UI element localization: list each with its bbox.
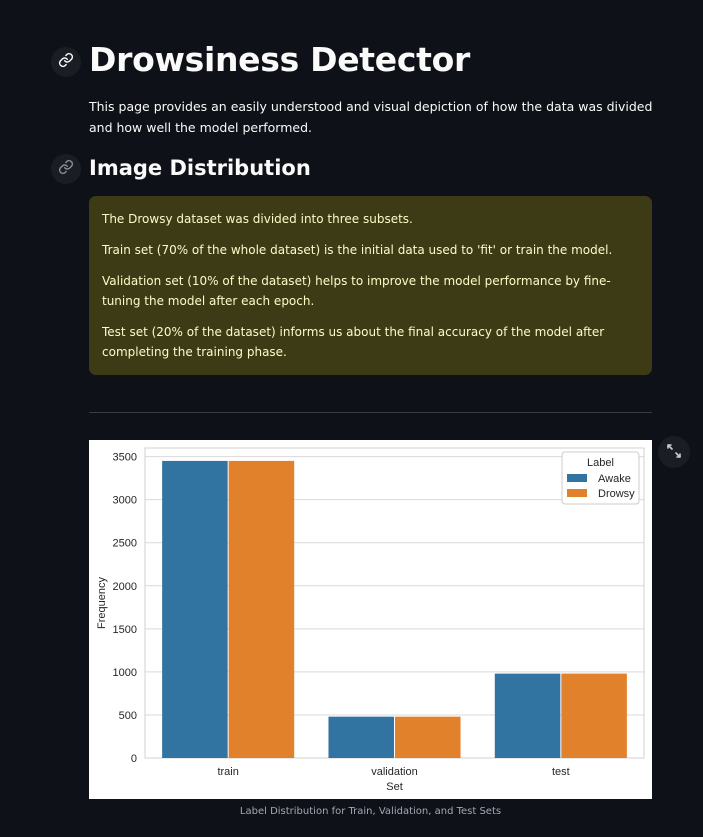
x-tick-label: test <box>552 766 570 778</box>
legend-label: Awake <box>598 473 631 485</box>
bar-drowsy-test <box>561 673 627 758</box>
bar-awake-train <box>162 460 228 758</box>
callout-paragraph: Test set (20% of the dataset) informs us… <box>102 325 605 359</box>
y-tick-label: 0 <box>131 753 137 765</box>
fullscreen-expand-icon <box>667 443 681 462</box>
bar-awake-test <box>494 673 561 758</box>
y-axis-label: Frequency <box>96 577 108 629</box>
legend-swatch-awake <box>567 474 587 482</box>
bar-awake-validation <box>328 716 394 758</box>
callout-paragraph: Train set (70% of the whole dataset) is … <box>102 243 613 257</box>
y-tick-label: 2500 <box>113 538 137 550</box>
y-tick-label: 500 <box>119 710 137 722</box>
info-callout: The Drowsy dataset was divided into thre… <box>89 196 652 375</box>
legend-swatch-drowsy <box>567 489 587 497</box>
y-tick-label: 1000 <box>113 667 137 679</box>
link-icon <box>58 52 74 72</box>
x-tick-label: validation <box>371 766 417 778</box>
section-title: Image Distribution <box>89 156 311 180</box>
y-tick-label: 3000 <box>113 495 137 507</box>
y-tick-label: 2000 <box>113 581 137 593</box>
page-title: Drowsiness Detector <box>89 40 470 79</box>
bar-chart: 0 500 1000 1500 2000 2500 3000 3500 train validat… <box>96 447 645 793</box>
link-icon <box>58 159 74 179</box>
title-anchor-link[interactable] <box>51 47 81 77</box>
intro-text: This page provides an easily understood … <box>89 99 653 135</box>
chart-figure: 0 500 1000 1500 2000 2500 3000 3500 train validat… <box>89 440 652 799</box>
fullscreen-button[interactable] <box>658 436 690 468</box>
divider <box>89 412 652 413</box>
y-tick-label: 1500 <box>113 624 137 636</box>
figure-caption: Label Distribution for Train, Validation… <box>239 806 502 817</box>
legend-title: Label <box>587 457 614 469</box>
x-tick-label: train <box>217 766 238 778</box>
callout-paragraph: The Drowsy dataset was divided into thre… <box>102 212 413 226</box>
x-axis-label: Set <box>386 781 403 793</box>
y-tick-label: 3500 <box>113 452 137 464</box>
callout-paragraph: Validation set (10% of the dataset) help… <box>102 274 611 308</box>
section-anchor-link[interactable] <box>51 154 81 184</box>
plot-frame <box>144 447 645 759</box>
bar-drowsy-train <box>228 460 295 758</box>
legend-label: Drowsy <box>598 488 635 500</box>
bar-drowsy-validation <box>395 716 461 758</box>
